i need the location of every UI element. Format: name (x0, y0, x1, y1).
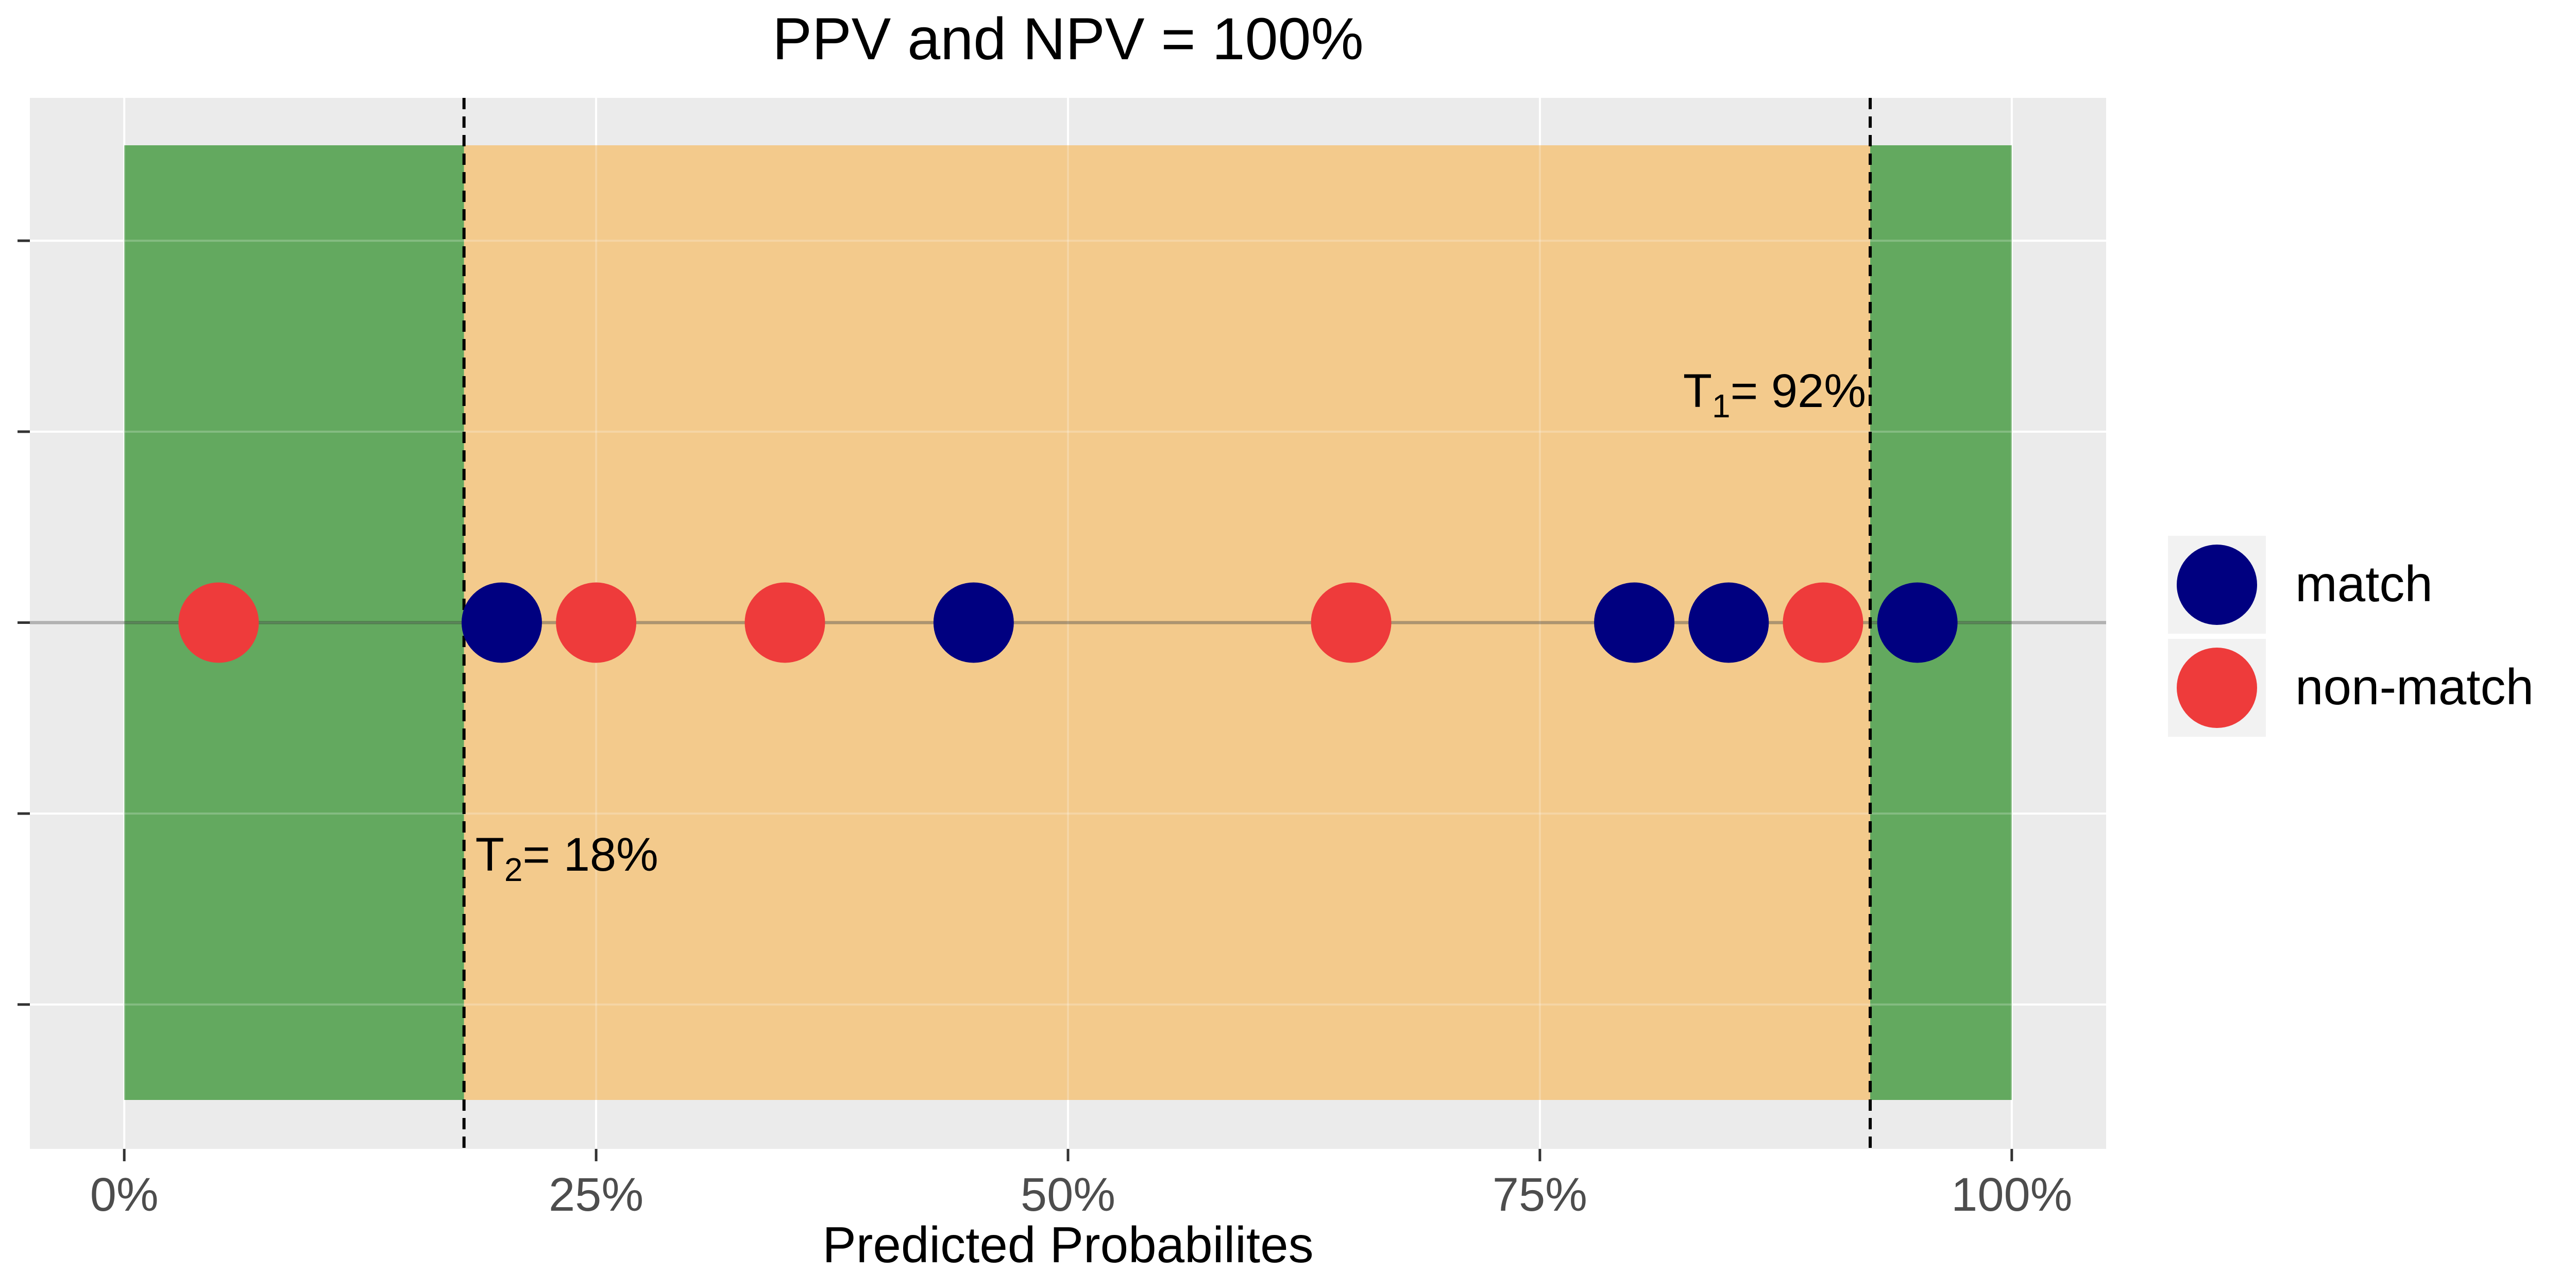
match-point-4 (1877, 582, 1958, 663)
match-point-0 (461, 582, 542, 663)
legend-swatch-0 (2177, 545, 2257, 625)
x-tick-label-3: 75% (1493, 1168, 1587, 1221)
non-match-point-1 (556, 582, 637, 663)
x-axis: 0% 25% 50% 75% 100% (90, 1149, 2072, 1221)
match-point-2 (1594, 582, 1675, 663)
non-match-point-4 (1783, 582, 1863, 663)
x-axis-label: Predicted Probabilites (822, 1216, 1313, 1273)
x-tick-label-2: 50% (1021, 1168, 1115, 1221)
non-match-point-2 (744, 582, 825, 663)
legend-label-0: match (2295, 555, 2433, 612)
legend-label-1: non-match (2295, 658, 2534, 715)
chart-title: PPV and NPV = 100% (772, 6, 1364, 72)
match-point-1 (933, 582, 1014, 663)
x-tick-label-4: 100% (1951, 1168, 2072, 1221)
legend-swatch-1 (2177, 648, 2257, 728)
non-match-point-3 (1311, 582, 1392, 663)
x-tick-label-1: 25% (549, 1168, 643, 1221)
non-match-point-0 (178, 582, 259, 663)
match-point-3 (1688, 582, 1769, 663)
legend: match non-match (2168, 536, 2534, 737)
x-tick-label-0: 0% (90, 1168, 159, 1221)
data-points (178, 582, 1958, 663)
threshold-label-2: T2= 18% (476, 828, 658, 888)
threshold-label-1: T1= 92% (1683, 365, 1866, 425)
y-axis-ticks (18, 239, 30, 1006)
threshold-lines: T1= 92% T2= 18% (462, 98, 1872, 1149)
